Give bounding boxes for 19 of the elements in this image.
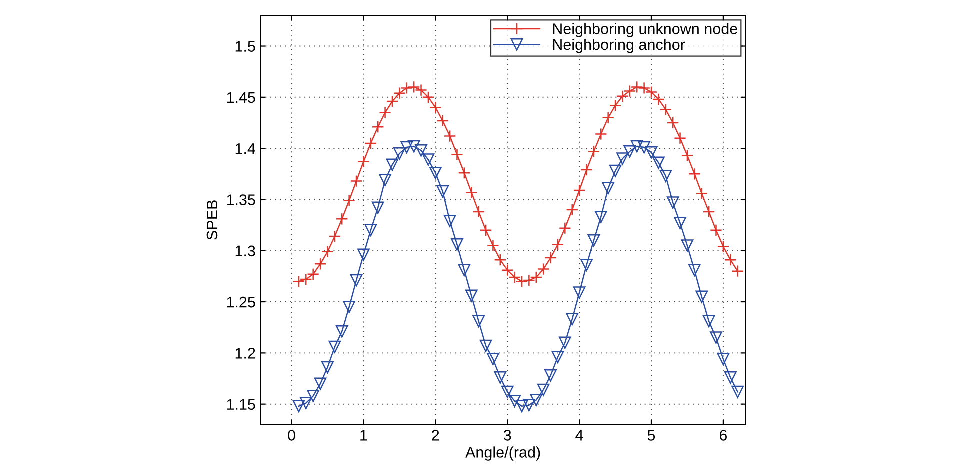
- legend-label: Neighboring unknown node: [553, 23, 738, 38]
- x-tick-label: 0: [288, 430, 296, 441]
- y-tick-label: 1.45: [227, 92, 256, 104]
- x-tick-label: 6: [720, 430, 728, 441]
- legend-label: Neighboring anchor: [553, 38, 686, 54]
- y-tick-label: 1.25: [227, 296, 256, 308]
- y-tick-label: 1.35: [227, 194, 256, 206]
- x-axis-title: Angle/(rad): [466, 446, 540, 461]
- y-tick-label: 1.4: [236, 144, 256, 154]
- y-tick-label: 1.15: [227, 399, 256, 410]
- y-tick-label: 1.3: [236, 246, 256, 257]
- x-tick-label: 3: [504, 430, 512, 441]
- y-axis-title: SPEB: [206, 200, 218, 240]
- x-tick-label: 5: [648, 430, 656, 441]
- y-tick-label: 1.5: [236, 41, 256, 52]
- y-tick-label: 1.2: [236, 348, 256, 359]
- x-tick-label: 2: [432, 430, 440, 441]
- x-tick-label: 4: [576, 430, 584, 441]
- x-tick-label: 1: [360, 430, 368, 441]
